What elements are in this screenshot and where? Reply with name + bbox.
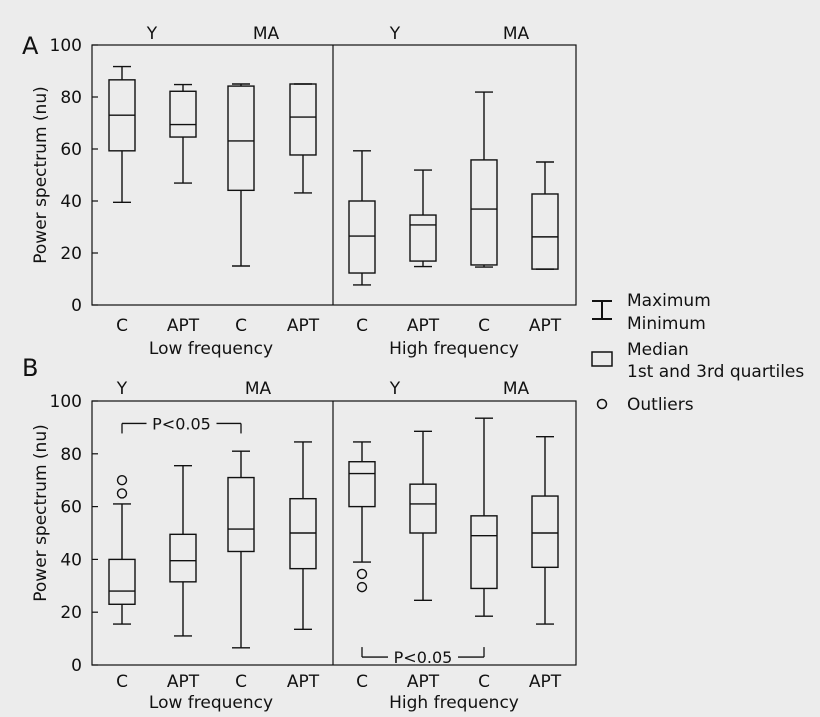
panel-b-xtick-label: C bbox=[116, 672, 128, 692]
legend-outliers: Outliers bbox=[627, 395, 694, 415]
panel-b-xtick-label: APT bbox=[287, 672, 320, 692]
panel-b-top-group-2: MA bbox=[245, 379, 272, 399]
panel-a-xlabel-high: High frequency bbox=[389, 339, 519, 359]
panel-a-xtick-label: C bbox=[116, 316, 128, 336]
quartile-box bbox=[289, 83, 317, 156]
panel-a-box-8 bbox=[531, 161, 559, 270]
quartile-box bbox=[169, 90, 197, 138]
quartile-box bbox=[470, 159, 498, 266]
panel-b-box-2 bbox=[169, 464, 197, 637]
quartile-box bbox=[348, 461, 376, 508]
panel-b-top-group-3: Y bbox=[389, 379, 401, 399]
panel-b-ytick-label: 80 bbox=[60, 445, 82, 465]
panel-b-top-group-4: MA bbox=[503, 379, 530, 399]
quartile-box bbox=[531, 495, 559, 569]
panel-b-significance-1: P<0.05 bbox=[121, 414, 242, 434]
legend-quartiles: 1st and 3rd quartiles bbox=[627, 362, 804, 382]
quartile-box bbox=[531, 193, 559, 270]
panel-b-ytick-label: 0 bbox=[71, 656, 82, 676]
panel-b-xtick-label: C bbox=[235, 672, 247, 692]
significance-label: P<0.05 bbox=[394, 648, 453, 667]
quartile-box bbox=[348, 200, 376, 274]
panel-b-box-4 bbox=[289, 441, 317, 631]
panel-b-xtick-label: C bbox=[478, 672, 490, 692]
outlier-point bbox=[356, 568, 368, 580]
legend-minimum: Minimum bbox=[627, 314, 706, 334]
panel-a-box-3 bbox=[227, 83, 255, 267]
panel-a-ytick-label: 60 bbox=[60, 140, 82, 160]
panel-a-xtick-label: C bbox=[356, 316, 368, 336]
panel-a-box-5 bbox=[348, 150, 376, 286]
quartile-box bbox=[227, 85, 255, 192]
outlier-point bbox=[116, 488, 128, 499]
panel-b-xlabel-high: High frequency bbox=[389, 693, 519, 713]
legend-outlier-icon bbox=[596, 398, 608, 410]
panel-a-box-4 bbox=[289, 83, 317, 194]
panel-b-xtick-label: APT bbox=[529, 672, 562, 692]
panel-a-ylabel: Power spectrum (nu) bbox=[31, 86, 51, 263]
panel-b-top-group-1: Y bbox=[116, 379, 128, 399]
panel-a-box-6 bbox=[409, 169, 437, 268]
panel-b-significance-2: P<0.05 bbox=[361, 647, 485, 667]
significance-label: P<0.05 bbox=[152, 414, 211, 433]
panel-a-ytick-label: 80 bbox=[60, 88, 82, 108]
legend-median: Median bbox=[627, 340, 689, 360]
quartile-box bbox=[227, 476, 255, 553]
panel-a-ytick-label: 100 bbox=[50, 36, 82, 56]
panel-b-box-1 bbox=[108, 475, 136, 625]
panel-a-xtick-label: APT bbox=[167, 316, 200, 336]
panel-b-box-5 bbox=[348, 441, 376, 593]
panel-a-top-group-1: Y bbox=[146, 24, 158, 44]
panel-a-ytick-label: 20 bbox=[60, 244, 82, 264]
panel-b-ytick-label: 100 bbox=[50, 392, 82, 412]
panel-b-box-6 bbox=[409, 430, 437, 602]
panel-b-xtick-label: APT bbox=[167, 672, 200, 692]
panel-a-xtick-label: C bbox=[235, 316, 247, 336]
panel-a-top-group-2: MA bbox=[253, 24, 280, 44]
panel-b-box-3 bbox=[227, 450, 255, 649]
panel-b-ytick-label: 40 bbox=[60, 550, 82, 570]
panel-b-plot: 0 20 40 60 80 100 C APT C APT C APT C APT P<0.05 P<0.05 bbox=[50, 392, 577, 692]
legend-maxmin-icon bbox=[592, 300, 612, 320]
panel-a-label: A bbox=[22, 32, 39, 60]
quartile-box bbox=[470, 515, 498, 590]
panel-b-box-8 bbox=[531, 435, 559, 625]
panel-a-xlabel-low: Low frequency bbox=[149, 339, 273, 359]
panel-b-frame bbox=[91, 400, 577, 666]
legend-box-icon bbox=[591, 351, 613, 367]
panel-a-top-group-3: Y bbox=[389, 24, 401, 44]
quartile-box bbox=[108, 558, 136, 605]
outlier-point bbox=[116, 475, 128, 486]
panel-a-top-group-4: MA bbox=[503, 24, 530, 44]
legend: Maximum Minimum Median 1st and 3rd quart… bbox=[591, 291, 804, 415]
legend-maximum: Maximum bbox=[627, 291, 711, 311]
panel-a-xtick-label: APT bbox=[407, 316, 440, 336]
panel-b-box-7 bbox=[470, 417, 498, 617]
panel-a-box-7 bbox=[470, 91, 498, 268]
panel-a-xtick-label: APT bbox=[287, 316, 320, 336]
quartile-box bbox=[409, 214, 437, 262]
panel-b-xlabel-low: Low frequency bbox=[149, 693, 273, 713]
panel-a-ytick-label: 40 bbox=[60, 192, 82, 212]
panel-a-ytick-label: 0 bbox=[71, 296, 82, 316]
panel-b-xtick-label: APT bbox=[407, 672, 440, 692]
panel-b-label: B bbox=[22, 354, 38, 382]
panel-b-ytick-label: 20 bbox=[60, 603, 82, 623]
outlier-point bbox=[356, 581, 368, 593]
panel-b-ylabel: Power spectrum (nu) bbox=[31, 424, 51, 601]
panel-b-ytick-label: 60 bbox=[60, 498, 82, 518]
panel-a-frame bbox=[91, 44, 577, 306]
panel-b-xtick-label: C bbox=[356, 672, 368, 692]
quartile-box bbox=[169, 533, 197, 583]
panel-a-xtick-label: APT bbox=[529, 316, 562, 336]
panel-a-xtick-label: C bbox=[478, 316, 490, 336]
panel-a-box-2 bbox=[169, 83, 197, 184]
quartile-box bbox=[409, 483, 437, 534]
panel-a-box-1 bbox=[108, 65, 136, 204]
panel-a-plot: 0 20 40 60 80 100 C APT C APT C APT C APT bbox=[50, 36, 577, 336]
